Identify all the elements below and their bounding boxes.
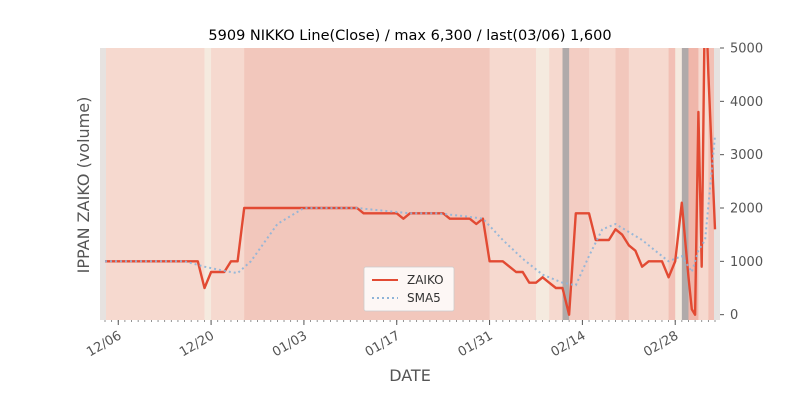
- x-tick-label: 02/14: [548, 328, 588, 360]
- background-band: [562, 48, 571, 320]
- background-band: [549, 48, 564, 320]
- background-band: [105, 48, 206, 320]
- background-band: [589, 48, 617, 320]
- y-axis-label: IPPAN ZAIKO (volume): [74, 97, 93, 274]
- y-tick-label: 3000: [730, 148, 763, 163]
- background-band: [675, 48, 683, 320]
- background-band: [668, 48, 677, 320]
- x-tick-label: 01/17: [363, 328, 403, 360]
- background-band: [489, 48, 537, 320]
- x-tick-label: 01/03: [270, 328, 310, 360]
- edge-band-right: [714, 48, 720, 320]
- background-band: [211, 48, 246, 320]
- edge-band-left: [100, 48, 106, 320]
- y-tick-label: 2000: [730, 202, 763, 217]
- y-tick-label: 5000: [730, 42, 763, 57]
- x-tick-label: 12/06: [84, 328, 124, 360]
- background-band: [681, 48, 690, 320]
- x-tick-label: 01/31: [456, 328, 496, 360]
- background-band: [535, 48, 551, 320]
- series-line-zaiko: [105, 48, 717, 316]
- x-axis-label: DATE: [389, 366, 431, 385]
- legend: ZAIKO SMA5: [363, 266, 455, 312]
- background-band: [204, 48, 213, 320]
- chart-title: 5909 NIKKO Line(Close) / max 6,300 / las…: [208, 28, 611, 44]
- x-tick-label: 12/20: [177, 328, 217, 360]
- background-band: [628, 48, 670, 320]
- legend-label-sma5: SMA5: [407, 291, 441, 305]
- x-tick-label: 02/28: [641, 328, 681, 360]
- series-layer: [105, 48, 717, 316]
- background-band: [615, 48, 630, 320]
- y-tick-label: 1000: [730, 255, 763, 270]
- legend-label-zaiko: ZAIKO: [407, 273, 444, 287]
- y-tick-label: 0: [730, 308, 738, 323]
- y-tick-label: 4000: [730, 95, 763, 110]
- legend-box: [363, 266, 455, 312]
- background-band: [698, 48, 710, 320]
- background-band: [688, 48, 700, 320]
